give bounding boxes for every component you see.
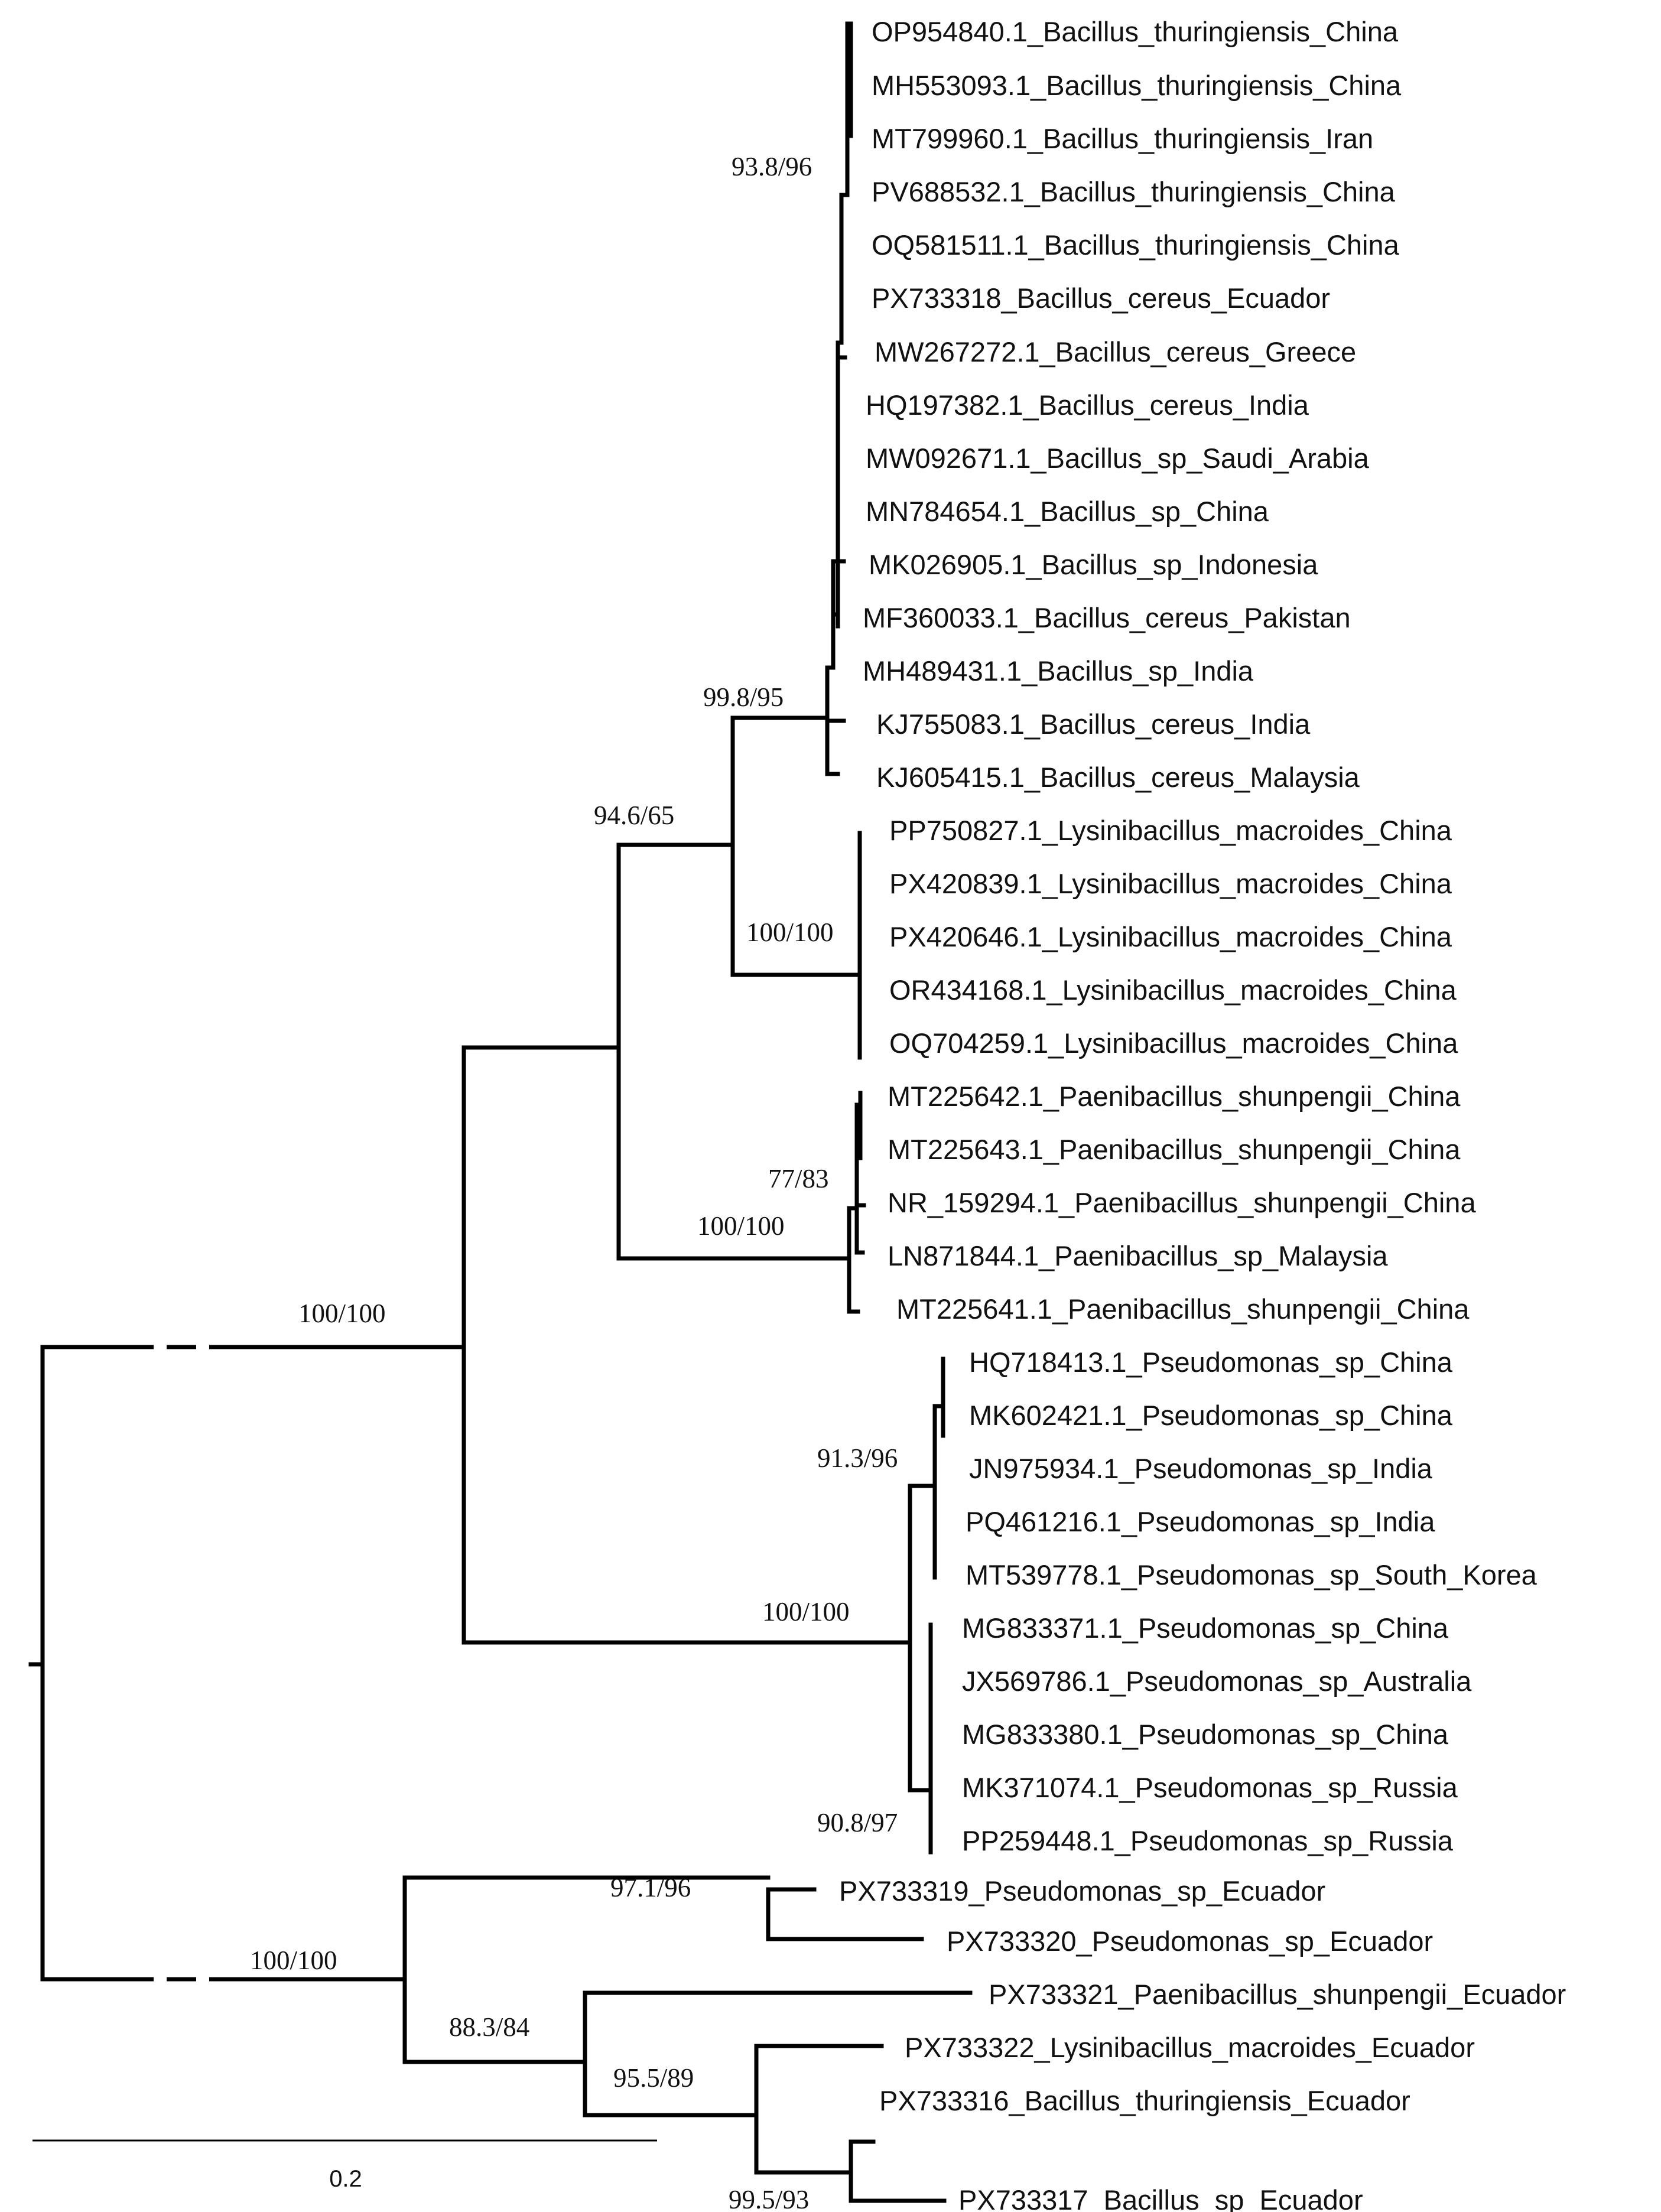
leaf-label: LN871844.1_Paenibacillus_sp_Malaysia [888, 1240, 1388, 1271]
support-ecuador-pseudomonas: 97.1/96 [610, 1873, 691, 1902]
leaf-label: MW092671.1_Bacillus_sp_Saudi_Arabia [866, 443, 1370, 474]
leaf-label: MT799960.1_Bacillus_thuringiensis_Iran [872, 123, 1373, 154]
leaf-label: MF360033.1_Bacillus_cereus_Pakistan [863, 602, 1351, 633]
leaf-label: HQ197382.1_Bacillus_cereus_India [866, 389, 1309, 421]
leaf-label: PX733318_Bacillus_cereus_Ecuador [872, 282, 1330, 314]
leaf-label: OR434168.1_Lysinibacillus_macroides_Chin… [889, 974, 1457, 1006]
leaf-label: PX733316_Bacillus_thuringiensis_Ecuador [879, 2085, 1410, 2116]
leaf-label: MK026905.1_Bacillus_sp_Indonesia [869, 549, 1318, 580]
support-ecuador-inner: 88.3/84 [449, 2012, 529, 2042]
pseudomonas-clade-branches [908, 1357, 945, 1855]
leaf-label: MK602421.1_Pseudomonas_sp_China [969, 1400, 1453, 1431]
support-bacillus-lysinibacillus: 94.6/65 [594, 801, 674, 830]
leaf-label: MH489431.1_Bacillus_sp_India [863, 655, 1254, 687]
leaf-label: PP750827.1_Lysinibacillus_macroides_Chin… [889, 815, 1452, 846]
support-ecuador-lys-bac: 95.5/89 [613, 2063, 694, 2093]
support-pseudomonas-clade: 100/100 [762, 1597, 850, 1627]
support-ecuador-bacillus: 99.5/93 [729, 2185, 809, 2212]
leaf-label: HQ718413.1_Pseudomonas_sp_China [969, 1346, 1453, 1378]
leaf-label: PX420646.1_Lysinibacillus_macroides_Chin… [889, 921, 1452, 952]
leaf-label: MT225642.1_Paenibacillus_shunpengii_Chin… [888, 1081, 1461, 1112]
leaf-label: MT225643.1_Paenibacillus_shunpengii_Chin… [888, 1134, 1461, 1165]
root-branches [28, 1345, 466, 1982]
support-lysinibacillus-clade: 100/100 [746, 918, 834, 947]
leaf-label: MG833380.1_Pseudomonas_sp_China [962, 1719, 1449, 1750]
support-paenibacillus-inner: 77/83 [768, 1164, 829, 1193]
support-pseudomonas-upper: 91.3/96 [817, 1443, 898, 1473]
leaf-label: MT225641.1_Paenibacillus_shunpengii_Chin… [896, 1293, 1470, 1325]
ecuador-group-branches [402, 1875, 973, 2203]
support-paenibacillus-clade: 100/100 [697, 1211, 785, 1241]
leaf-label: OQ581511.1_Bacillus_thuringiensis_China [872, 229, 1400, 261]
leaf-label: MN784654.1_Bacillus_sp_China [866, 496, 1269, 527]
support-bacillus-inner: 93.8/96 [732, 152, 812, 181]
leaf-label: MW267272.1_Bacillus_cereus_Greece [875, 336, 1356, 367]
leaf-label: PQ461216.1_Pseudomonas_sp_India [966, 1506, 1435, 1537]
leaf-label: MK371074.1_Pseudomonas_sp_Russia [962, 1772, 1458, 1803]
support-bacillus-clade: 99.8/95 [703, 682, 784, 712]
leaf-label: PX733322_Lysinibacillus_macroides_Ecuado… [905, 2032, 1475, 2063]
leaf-label: OP954840.1_Bacillus_thuringiensis_China [872, 16, 1399, 47]
paenibacillus-clade-branches [847, 1091, 866, 1314]
leaf-label: NR_159294.1_Paenibacillus_shunpengii_Chi… [888, 1187, 1476, 1218]
leaf-label: PX733320_Pseudomonas_sp_Ecuador [947, 1925, 1433, 1957]
leaf-label: MG833371.1_Pseudomonas_sp_China [962, 1612, 1449, 1644]
leaf-label: PX733321_Paenibacillus_shunpengii_Ecuado… [989, 1979, 1566, 2010]
support-upper-group: 100/100 [298, 1299, 386, 1328]
upper-group-branches [461, 715, 912, 1645]
support-values: 93.8/96 99.8/95 94.6/65 100/100 77/83 10… [250, 152, 898, 2212]
leaf-label: PX733319_Pseudomonas_sp_Ecuador [839, 1875, 1325, 1907]
leaf-label: KJ605415.1_Bacillus_cereus_Malaysia [876, 762, 1360, 793]
leaf-label: JX569786.1_Pseudomonas_sp_Australia [962, 1665, 1472, 1697]
leaf-label: PX420839.1_Lysinibacillus_macroides_Chin… [889, 868, 1452, 899]
leaf-label: PX733317_Bacillus_sp_Ecuador [958, 2184, 1363, 2212]
leaf-label: MT539778.1_Pseudomonas_sp_South_Korea [966, 1559, 1538, 1590]
scale-bar: 0.2 [32, 2139, 657, 2192]
leaf-labels: OP954840.1_Bacillus_thuringiensis_China … [839, 16, 1566, 2212]
leaf-label: KJ755083.1_Bacillus_cereus_India [876, 708, 1311, 740]
leaf-label: OQ704259.1_Lysinibacillus_macroides_Chin… [889, 1027, 1458, 1059]
support-pseudomonas-lower: 90.8/97 [817, 1808, 898, 1837]
scale-bar-label: 0.2 [329, 2166, 362, 2192]
leaf-label: PP259448.1_Pseudomonas_sp_Russia [962, 1825, 1454, 1856]
leaf-label: MH553093.1_Bacillus_thuringiensis_China [872, 70, 1402, 101]
leaf-label: JN975934.1_Pseudomonas_sp_India [969, 1453, 1433, 1484]
support-ecuador-group: 100/100 [250, 1946, 337, 1975]
leaf-label: PV688532.1_Bacillus_thuringiensis_China [872, 176, 1396, 207]
bacillus-clade-branches [825, 21, 853, 776]
